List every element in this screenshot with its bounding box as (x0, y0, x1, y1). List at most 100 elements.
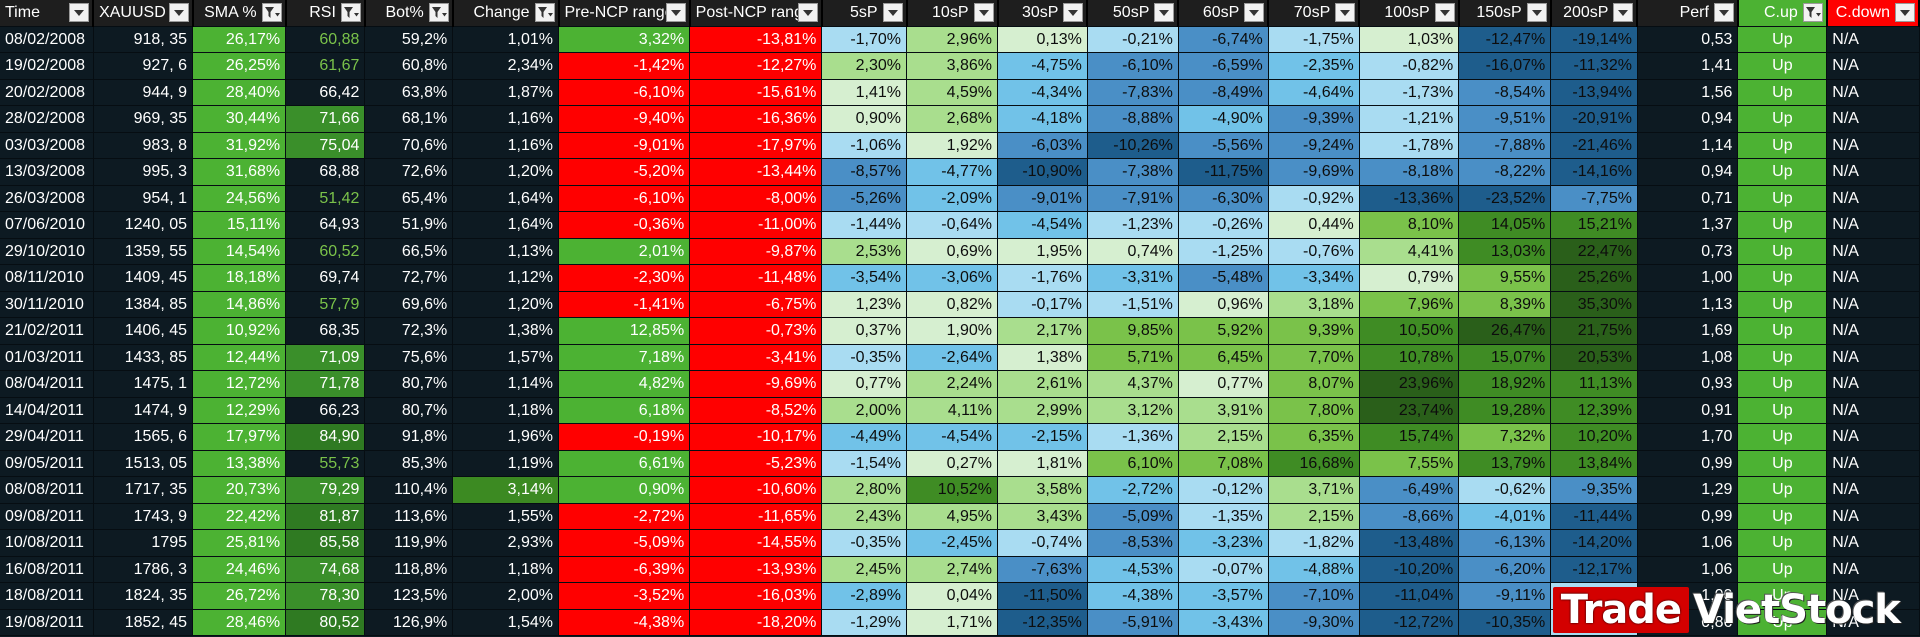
cell[interactable]: 81,87 (285, 503, 366, 530)
cell[interactable]: -0,62% (1458, 476, 1552, 504)
cell[interactable]: 71,66 (285, 105, 366, 133)
cell[interactable]: -6,59% (1178, 52, 1269, 80)
cell[interactable]: 0,90% (821, 105, 908, 133)
cell[interactable]: 21/02/2011 (0, 317, 94, 345)
cell[interactable]: -2,72% (1087, 476, 1179, 504)
cell[interactable]: -7,75% (1550, 185, 1638, 212)
cell[interactable]: Up (1737, 291, 1828, 318)
cell[interactable]: 10,52% (906, 476, 998, 504)
column-header-9[interactable]: 10sP (906, 0, 999, 27)
cell[interactable]: 7,70% (1268, 344, 1360, 371)
cell[interactable]: 26,47% (1458, 317, 1552, 345)
cell[interactable]: 10/08/2011 (0, 529, 94, 557)
cell[interactable]: 0,73 (1637, 238, 1739, 265)
cell[interactable]: 2,53% (821, 238, 908, 265)
cell[interactable]: 65,4% (364, 185, 454, 212)
cell[interactable]: 1,01% (452, 26, 559, 53)
cell[interactable]: N/A (1826, 556, 1920, 583)
cell[interactable]: 2,61% (997, 370, 1088, 398)
cell[interactable]: -4,77% (906, 158, 998, 186)
cell[interactable]: 4,82% (558, 370, 691, 398)
cell[interactable]: 9,85% (1087, 317, 1179, 345)
cell[interactable]: -3,57% (1178, 582, 1269, 610)
column-header-5[interactable]: Change (452, 0, 560, 27)
column-header-10[interactable]: 30sP (997, 0, 1089, 27)
cell[interactable]: 60,88 (285, 26, 366, 53)
cell[interactable]: 12,44% (192, 344, 287, 371)
column-header-13[interactable]: 70sP (1268, 0, 1361, 27)
cell[interactable]: -7,38% (1087, 158, 1179, 186)
cell[interactable]: 74,68 (285, 556, 366, 583)
filter-dropdown-icon[interactable] (882, 3, 903, 22)
cell[interactable]: 61,67 (285, 52, 366, 80)
cell[interactable]: 1409, 45 (93, 264, 194, 292)
cell[interactable]: 0,79% (1359, 264, 1460, 292)
cell[interactable]: 3,86% (906, 52, 998, 80)
cell[interactable]: 18,18% (192, 264, 287, 292)
cell[interactable]: -0,74% (997, 529, 1088, 557)
cell[interactable]: 8,10% (1359, 211, 1460, 239)
cell[interactable]: -20,91% (1550, 105, 1638, 133)
cell[interactable]: -5,23% (689, 450, 823, 477)
filter-active-icon[interactable] (261, 3, 282, 22)
cell[interactable]: 26,25% (192, 52, 287, 80)
cell[interactable]: 983, 8 (93, 132, 194, 159)
cell[interactable]: Up (1737, 185, 1828, 212)
cell[interactable]: 60,8% (364, 52, 454, 80)
cell[interactable]: -1,70% (821, 26, 908, 53)
cell[interactable]: 0,91 (1637, 397, 1739, 424)
cell[interactable]: -8,57% (821, 158, 908, 186)
cell[interactable]: -16,03% (689, 582, 823, 610)
cell[interactable]: 08/04/2011 (0, 370, 94, 398)
cell[interactable]: 1,64% (452, 185, 559, 212)
cell[interactable]: Up (1737, 264, 1828, 292)
cell[interactable]: -2,89% (821, 582, 908, 610)
cell[interactable]: -8,18% (1359, 158, 1460, 186)
cell[interactable]: 18,92% (1458, 370, 1552, 398)
cell[interactable]: 8,39% (1458, 291, 1552, 318)
cell[interactable]: 70,6% (364, 132, 454, 159)
cell[interactable]: -23,52% (1458, 185, 1552, 212)
cell[interactable]: 4,37% (1087, 370, 1179, 398)
cell[interactable]: 6,18% (558, 397, 691, 424)
cell[interactable]: -5,09% (1087, 503, 1179, 530)
cell[interactable]: 24,46% (192, 556, 287, 583)
cell[interactable]: -2,09% (906, 185, 998, 212)
cell[interactable]: -4,54% (906, 423, 998, 451)
cell[interactable]: 1,20% (452, 291, 559, 318)
cell[interactable]: -7,63% (997, 556, 1088, 583)
cell[interactable]: 10,50% (1359, 317, 1460, 345)
cell[interactable]: 918, 35 (93, 26, 194, 53)
cell[interactable]: -1,54% (821, 450, 908, 477)
cell[interactable]: 68,35 (285, 317, 366, 345)
cell[interactable]: 84,90 (285, 423, 366, 451)
cell[interactable]: -0,26% (1178, 211, 1269, 239)
cell[interactable]: 2,34% (452, 52, 559, 80)
cell[interactable]: 1433, 85 (93, 344, 194, 371)
cell[interactable]: 1,37 (1637, 211, 1739, 239)
cell[interactable]: -9,30% (1268, 609, 1360, 636)
cell[interactable]: 28,40% (192, 79, 287, 106)
cell[interactable]: N/A (1826, 264, 1920, 292)
cell[interactable]: -8,49% (1178, 79, 1269, 106)
cell[interactable]: 22,47% (1550, 238, 1638, 265)
cell[interactable]: 07/06/2010 (0, 211, 94, 239)
cell[interactable]: -3,54% (821, 264, 908, 292)
cell[interactable]: 1,16% (452, 105, 559, 133)
cell[interactable]: N/A (1826, 291, 1920, 318)
cell[interactable]: Up (1737, 52, 1828, 80)
cell[interactable]: 126,9% (364, 609, 454, 636)
cell[interactable]: 26,72% (192, 582, 287, 610)
cell[interactable]: -1,73% (1359, 79, 1460, 106)
cell[interactable]: 2,93% (452, 529, 559, 557)
cell[interactable]: 0,37% (821, 317, 908, 345)
column-header-12[interactable]: 60sP (1178, 0, 1270, 27)
cell[interactable]: 24,56% (192, 185, 287, 212)
cell[interactable]: N/A (1826, 52, 1920, 80)
cell[interactable]: -11,44% (1550, 503, 1638, 530)
cell[interactable]: Up (1737, 503, 1828, 530)
cell[interactable]: -10,60% (689, 476, 823, 504)
cell[interactable]: -6,10% (1087, 52, 1179, 80)
cell[interactable]: 0,44% (1268, 211, 1360, 239)
cell[interactable]: -13,44% (689, 158, 823, 186)
